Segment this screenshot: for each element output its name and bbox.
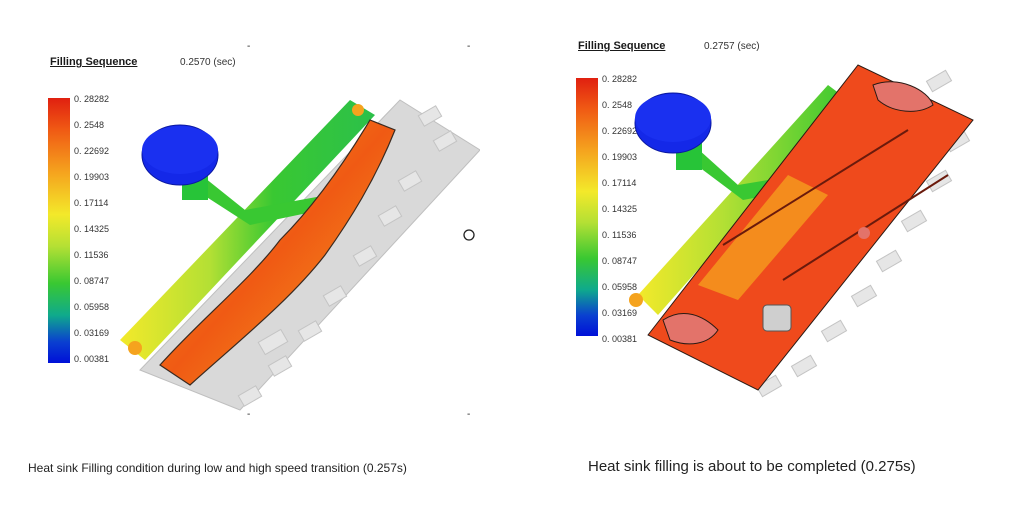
right-heat-sink-model xyxy=(629,64,974,398)
flow-front xyxy=(159,119,396,386)
scale-label: 0. 17114 xyxy=(602,178,637,188)
scale-label: 0. 28282 xyxy=(602,74,638,84)
scale-label: 0. 2548 xyxy=(74,120,105,130)
scale-label: 0. 08747 xyxy=(74,276,110,286)
overflow-bead xyxy=(858,227,870,239)
left-panel-corner-mark: - xyxy=(247,41,251,52)
boss-feature xyxy=(762,304,792,332)
circle-marker-icon xyxy=(463,229,475,241)
left-panel-corner-mark: - xyxy=(467,409,471,420)
left-color-scale-labels: 0. 28282 0. 2548 0. 22692 0. 19903 0. 17… xyxy=(74,94,134,369)
scale-label: 0. 14325 xyxy=(74,224,110,234)
left-panel-time: 0.2570 (sec) xyxy=(180,57,236,68)
scale-label: 0. 03169 xyxy=(74,328,110,338)
sprue-cap xyxy=(142,126,218,174)
scale-label: 0. 19903 xyxy=(602,152,638,162)
scale-label: 0. 08747 xyxy=(602,256,638,266)
overflow-bead xyxy=(629,293,643,307)
air-trap-region xyxy=(662,312,719,345)
scale-label: 0. 22692 xyxy=(602,126,638,136)
right-panel-time: 0.2757 (sec) xyxy=(704,41,760,52)
scale-label: 0. 00381 xyxy=(74,354,110,364)
right-caption: Heat sink filling is about to be complet… xyxy=(588,458,916,475)
overflow-bead xyxy=(128,341,142,355)
scale-label: 0. 22692 xyxy=(74,146,110,156)
left-simulation-panel: Filling Sequence 0.2570 (sec) - - - - 0.… xyxy=(40,40,480,425)
parting-line xyxy=(722,129,909,246)
scale-label: 0. 05958 xyxy=(602,282,638,292)
runner-branch xyxy=(188,170,360,225)
right-panel-title: Filling Sequence xyxy=(578,40,666,52)
scale-label: 0. 03169 xyxy=(602,308,638,318)
scale-label: 0. 19903 xyxy=(74,172,110,182)
warm-zone xyxy=(698,175,828,300)
scale-label: 0. 28282 xyxy=(74,94,110,104)
filled-cavity xyxy=(647,64,974,391)
scale-label: 0. 11536 xyxy=(74,250,109,260)
scale-label: 0. 2548 xyxy=(602,100,633,110)
air-trap-region xyxy=(872,81,934,112)
scale-label: 0. 00381 xyxy=(602,334,638,344)
right-color-scale-labels: 0. 28282 0. 2548 0. 22692 0. 19903 0. 17… xyxy=(602,74,662,344)
scale-label: 0. 17114 xyxy=(74,198,109,208)
sprue-cap xyxy=(635,94,711,142)
overflow-bead xyxy=(352,104,364,116)
left-color-scale-bar xyxy=(48,98,70,363)
heat-sink-fins xyxy=(237,105,458,407)
scale-label: 0. 05958 xyxy=(74,302,110,312)
left-heat-sink-model xyxy=(120,99,480,411)
scale-label: 0. 11536 xyxy=(602,230,637,240)
filled-runner xyxy=(120,100,375,360)
left-caption: Heat sink Filling condition during low a… xyxy=(28,461,407,475)
right-simulation-panel: Filling Sequence 0.2757 (sec) 0. 28282 0… xyxy=(568,30,980,400)
left-panel-corner-mark: - xyxy=(467,41,471,52)
left-panel-title: Filling Sequence xyxy=(50,56,138,68)
right-color-scale-bar xyxy=(576,78,598,336)
scale-label: 0. 14325 xyxy=(602,204,638,214)
left-panel-corner-mark: - xyxy=(247,409,251,420)
